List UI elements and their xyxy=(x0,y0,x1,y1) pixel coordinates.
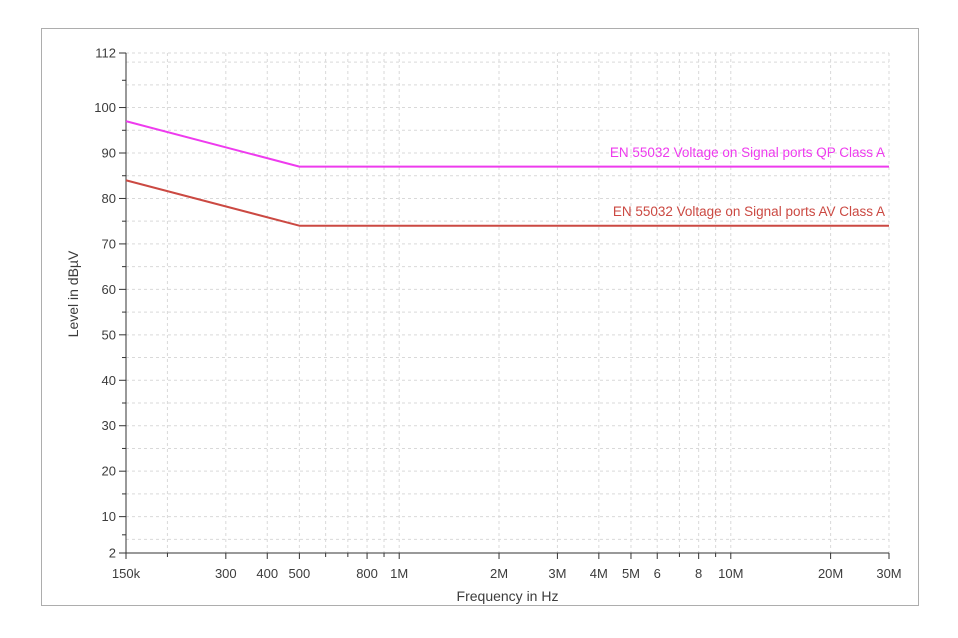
y-tick-label: 70 xyxy=(102,236,116,251)
y-axis-title: Level in dBµV xyxy=(65,250,81,338)
x-tick-label: 10M xyxy=(718,566,743,581)
series-line-av xyxy=(125,179,889,227)
x-tick-label: 8 xyxy=(695,566,702,581)
y-tick-label: 20 xyxy=(102,464,116,479)
limit-line-chart: 112 100 90 80 70 60 50 40 30 20 10 2 150k 300 400 500 80… xyxy=(94,46,901,582)
x-tick-label: 3M xyxy=(548,566,566,581)
series-label-av: EN 55032 Voltage on Signal ports AV Clas… xyxy=(612,204,885,219)
series-label-qp: EN 55032 Voltage on Signal ports QP Clas… xyxy=(609,145,885,160)
y-tick-label: 90 xyxy=(102,146,116,161)
x-tick-label: 1M xyxy=(390,566,408,581)
x-tick-label: 5M xyxy=(622,566,640,581)
y-tick-label: 10 xyxy=(102,509,116,524)
series-line-qp xyxy=(125,120,889,168)
x-tick-label: 30M xyxy=(876,566,901,581)
x-tick-label: 150k xyxy=(112,566,141,581)
y-tick-label: 112 xyxy=(95,46,116,61)
y-tick-label: 80 xyxy=(102,191,116,206)
x-tick-label: 800 xyxy=(356,566,378,581)
x-tick-label: 400 xyxy=(256,566,278,581)
x-tick-label: 4M xyxy=(590,566,608,581)
x-tick-label: 500 xyxy=(289,566,311,581)
x-tick-label: 2M xyxy=(490,566,508,581)
chart-panel: 112 100 90 80 70 60 50 40 30 20 10 2 150k 300 400 500 80… xyxy=(41,28,919,606)
y-tick-label: 60 xyxy=(102,282,116,297)
y-tick-label: 40 xyxy=(102,373,116,388)
x-tick-label: 300 xyxy=(215,566,237,581)
y-tick-label: 30 xyxy=(102,418,116,433)
y-tick-label: 2 xyxy=(109,546,116,561)
x-tick-label: 6 xyxy=(654,566,661,581)
x-tick-label: 20M xyxy=(818,566,843,581)
y-tick-label: 50 xyxy=(102,327,116,342)
x-axis-title: Frequency in Hz xyxy=(456,588,559,604)
y-tick-label: 100 xyxy=(94,100,116,115)
